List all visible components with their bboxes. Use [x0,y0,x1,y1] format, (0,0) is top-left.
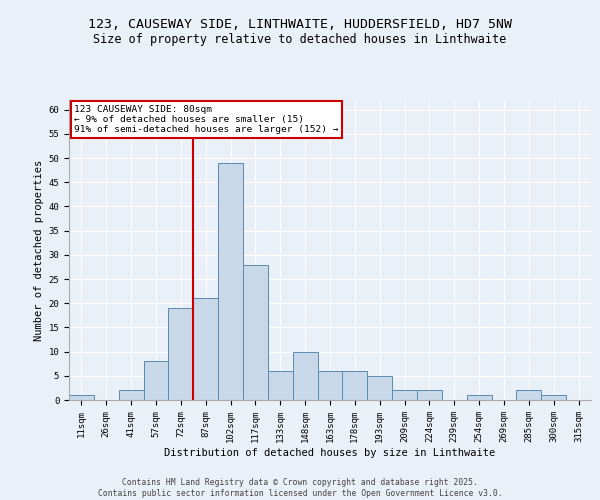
Bar [467,395,491,400]
Bar [143,362,169,400]
Bar [293,352,317,400]
Bar [417,390,442,400]
Bar [317,371,343,400]
Y-axis label: Number of detached properties: Number of detached properties [34,160,44,340]
Bar [243,264,268,400]
Text: Size of property relative to detached houses in Linthwaite: Size of property relative to detached ho… [94,32,506,46]
Bar [218,163,243,400]
Bar [367,376,392,400]
Bar [541,395,566,400]
X-axis label: Distribution of detached houses by size in Linthwaite: Distribution of detached houses by size … [164,448,496,458]
Text: Contains HM Land Registry data © Crown copyright and database right 2025.
Contai: Contains HM Land Registry data © Crown c… [98,478,502,498]
Bar [517,390,541,400]
Bar [343,371,367,400]
Bar [169,308,193,400]
Bar [119,390,143,400]
Bar [69,395,94,400]
Bar [392,390,417,400]
Text: 123 CAUSEWAY SIDE: 80sqm
← 9% of detached houses are smaller (15)
91% of semi-de: 123 CAUSEWAY SIDE: 80sqm ← 9% of detache… [74,104,339,134]
Text: 123, CAUSEWAY SIDE, LINTHWAITE, HUDDERSFIELD, HD7 5NW: 123, CAUSEWAY SIDE, LINTHWAITE, HUDDERSF… [88,18,512,30]
Bar [193,298,218,400]
Bar [268,371,293,400]
